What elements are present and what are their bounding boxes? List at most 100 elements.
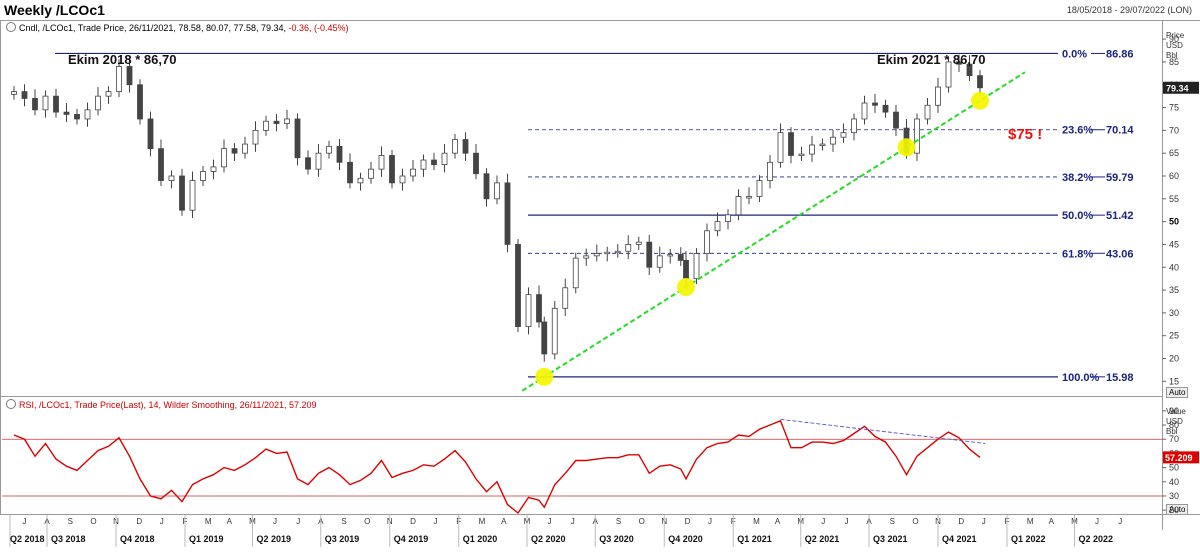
candle-body — [410, 168, 416, 177]
candle-body — [767, 161, 773, 181]
time-axis-quarter-label: Q3 2021 — [873, 534, 908, 544]
settings-icon[interactable] — [6, 399, 16, 409]
candle-body — [347, 161, 353, 184]
time-axis-month-label: S — [341, 517, 346, 526]
fibonacci-value-label: 59.79 — [1106, 172, 1134, 184]
current-price-tag: 79.34 — [1166, 83, 1189, 93]
annotation-left-high: Ekim 2018 * 86,70 — [68, 52, 176, 67]
rsi-axis-unit-label: Bbl — [1166, 427, 1178, 436]
candle-body — [462, 139, 469, 154]
rsi-legend[interactable]: RSI, /LCOc1, Trade Price(Last), 14, Wild… — [6, 399, 317, 410]
settings-icon[interactable] — [6, 22, 16, 32]
time-axis-quarter-label: Q3 2020 — [599, 534, 634, 544]
candle-body — [221, 148, 227, 168]
candle-body — [798, 153, 805, 157]
price-axis-tick-label: 50 — [1169, 217, 1179, 227]
candle-body — [473, 152, 479, 175]
candle-body — [667, 254, 674, 257]
candle-body — [525, 294, 532, 327]
time-axis-month-label: M — [205, 517, 212, 526]
candle-body — [126, 66, 133, 86]
candle-body — [116, 66, 122, 92]
price-legend-change: -0.36, (-0.45%) — [288, 23, 349, 33]
trendline-touch-marker — [535, 367, 554, 386]
candle-body — [541, 321, 548, 355]
time-axis-month-label: A — [1049, 517, 1055, 526]
candle-body — [179, 175, 185, 211]
candle-body — [809, 144, 815, 155]
candle-body — [551, 307, 558, 355]
candle-body — [315, 152, 322, 170]
candle-body — [572, 257, 579, 289]
rsi-axis-tick-label: 70 — [1169, 434, 1179, 444]
price-axis-unit-label: Price — [1166, 31, 1185, 40]
time-axis-month-label: O — [364, 517, 370, 526]
fibonacci-percent-label: 23.6% — [1062, 125, 1093, 137]
time-axis-month-label: J — [434, 517, 438, 526]
candle-body — [635, 241, 642, 245]
price-axis-tick-label: 25 — [1169, 331, 1179, 341]
price-axis-tick-label: 40 — [1169, 262, 1179, 272]
time-axis-quarter-label: Q1 2020 — [463, 534, 498, 544]
window-title: Weekly /LCOc1 — [4, 2, 105, 18]
trendline-touch-marker — [897, 138, 916, 157]
time-axis-month-label: S — [890, 517, 895, 526]
candle-body — [536, 294, 542, 323]
time-axis-quarter-label: Q2 2018 — [10, 534, 45, 544]
fibonacci-percent-label: 100.0% — [1062, 372, 1100, 384]
candle-body — [168, 175, 175, 181]
price-axis-tick-label: 60 — [1169, 171, 1179, 181]
candle-body — [830, 136, 836, 145]
fibonacci-percent-label: 61.8% — [1062, 248, 1093, 260]
candle-body — [242, 143, 248, 154]
candle-body — [945, 61, 952, 88]
annotation-target: $75 ! — [1008, 126, 1042, 143]
candle-body — [851, 118, 857, 134]
candle-body — [646, 241, 653, 268]
fibonacci-value-label: 86.86 — [1106, 48, 1134, 60]
time-axis-month-label: J — [571, 517, 575, 526]
candle-body — [725, 214, 731, 223]
price-axis-tick-label: 70 — [1169, 125, 1179, 135]
price-auto-scale-button[interactable]: Auto — [1166, 387, 1189, 398]
price-axis-tick-label: 85 — [1169, 57, 1179, 67]
candle-body — [625, 244, 632, 252]
candle-body — [273, 120, 280, 124]
candle-body — [368, 168, 374, 179]
price-axis-tick-label: 35 — [1169, 285, 1179, 295]
time-axis-quarter-label: Q2 2019 — [257, 534, 292, 544]
candle-body — [21, 91, 28, 99]
fibonacci-value-label: 43.06 — [1106, 248, 1134, 260]
rsi-axis-tick-label: 30 — [1169, 491, 1179, 501]
candle-body — [593, 253, 600, 257]
price-axis-tick-label: 90 — [1169, 34, 1179, 44]
candle-body — [305, 157, 311, 170]
rsi-axis-tick-label: 90 — [1169, 406, 1179, 416]
support-trendline — [521, 71, 1026, 392]
time-axis-quarter-label: Q4 2018 — [120, 534, 155, 544]
candle-body — [231, 148, 238, 154]
candle-body — [494, 182, 500, 200]
candle-body — [966, 63, 973, 77]
rsi-axis-tick-label: 40 — [1169, 477, 1179, 487]
candle-body — [704, 230, 710, 254]
rsi-line — [13, 419, 981, 515]
candle-body — [137, 84, 143, 120]
time-axis-month-label: A — [227, 517, 233, 526]
candle-body — [189, 180, 196, 211]
time-axis-quarter-label: Q4 2020 — [668, 534, 703, 544]
candle-body — [882, 104, 889, 113]
price-axis-tick-label: 75 — [1169, 103, 1179, 113]
candle-body — [147, 118, 154, 150]
price-axis-tick-label: 15 — [1169, 376, 1179, 386]
candle-body — [441, 152, 448, 165]
fibonacci-percent-label: 38.2% — [1062, 172, 1093, 184]
time-axis-quarter-label: Q1 2022 — [1011, 534, 1046, 544]
candle-body — [656, 255, 663, 268]
date-range-label: 18/05/2018 - 29/07/2022 (LON) — [1066, 5, 1192, 15]
fibonacci-value-label: 15.98 — [1106, 372, 1134, 384]
candle-body — [714, 221, 721, 232]
time-axis-quarter-label: Q2 2022 — [1079, 534, 1114, 544]
price-legend[interactable]: Cndl, /LCOc1, Trade Price, 26/11/2021, 7… — [6, 22, 349, 33]
